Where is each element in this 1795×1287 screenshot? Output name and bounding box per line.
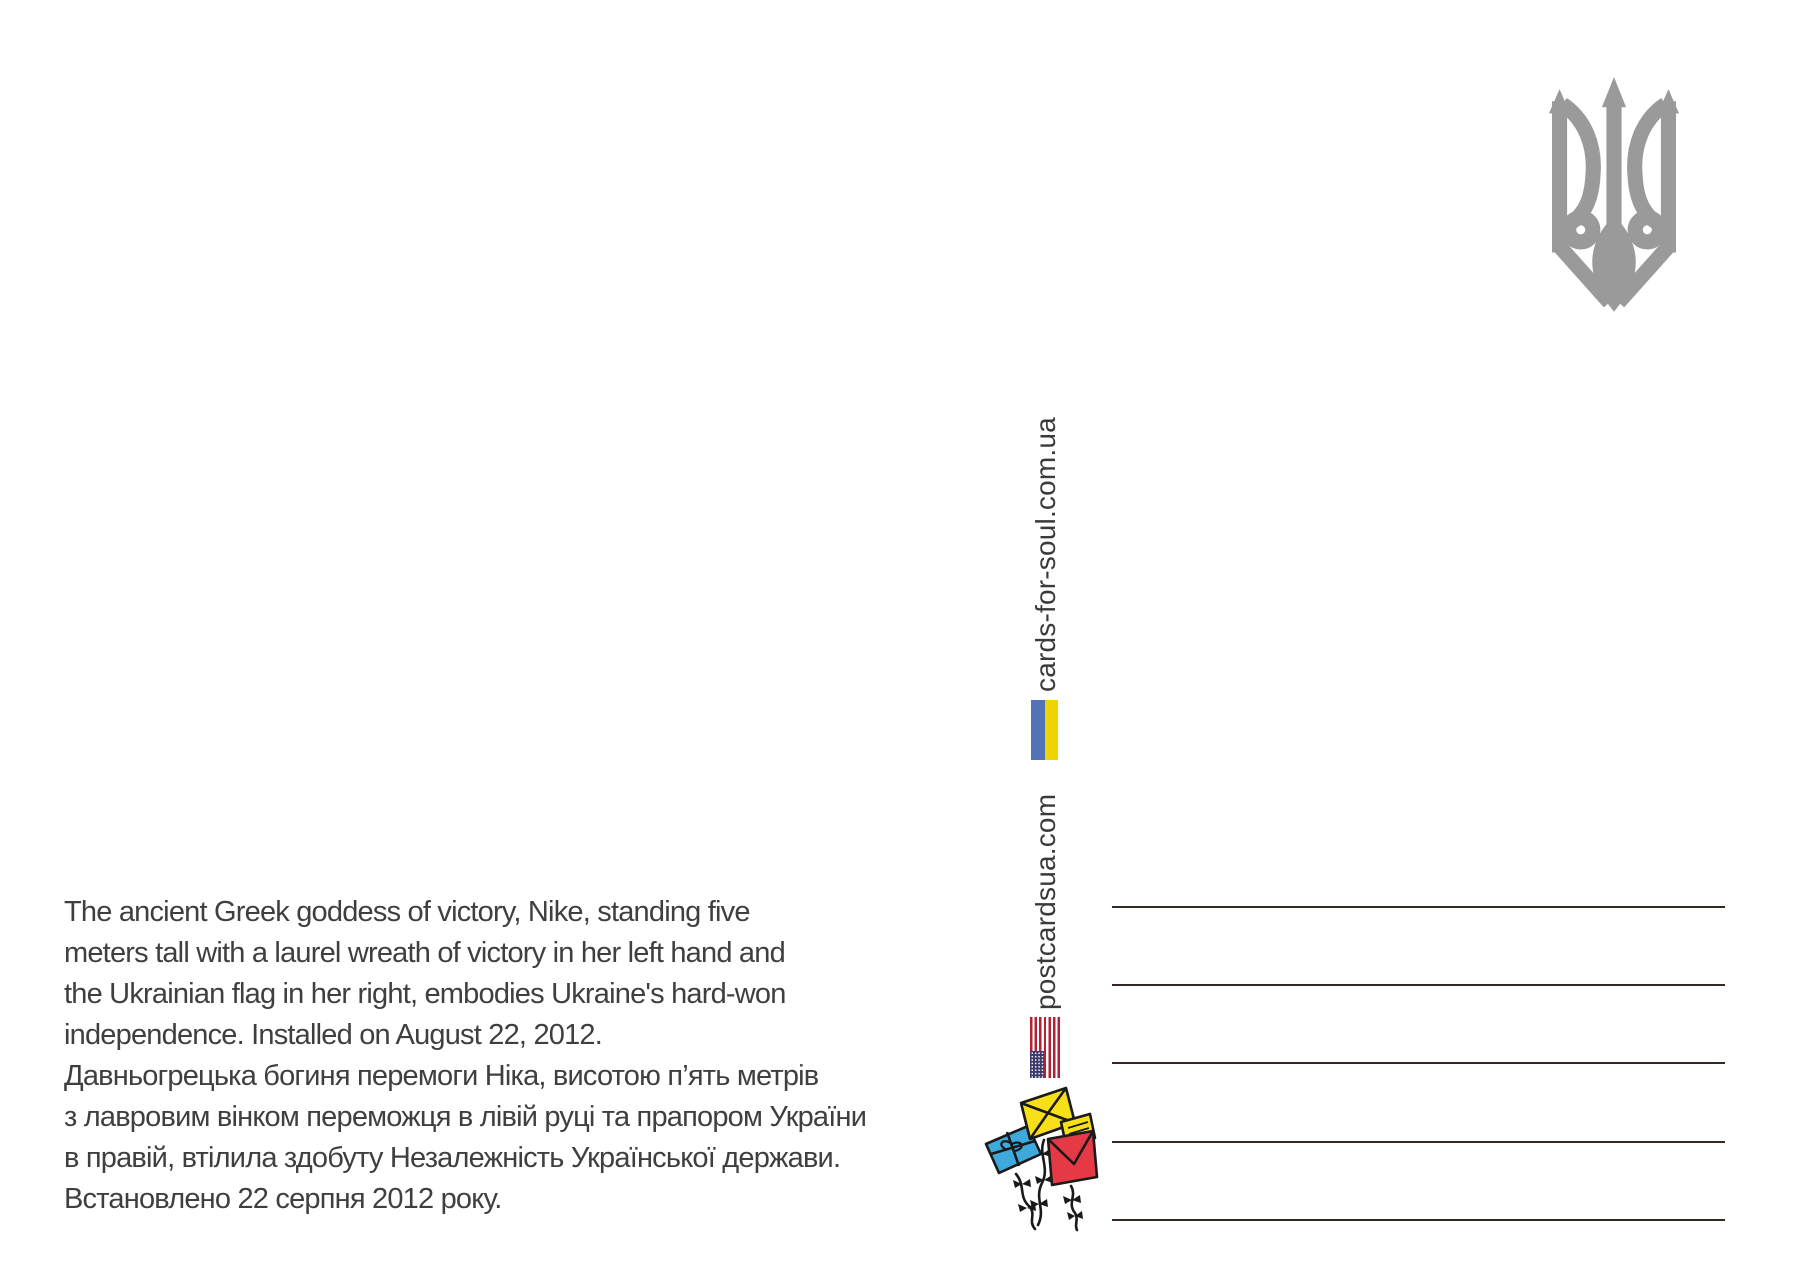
- caption-line-uk: з лавровим вінком переможця в лівій руці…: [64, 1101, 867, 1133]
- caption-text: The ancient Greek goddess of victory, Ni…: [64, 892, 969, 1220]
- address-line: [1112, 906, 1725, 908]
- caption-line-uk: Встановлено 22 серпня 2012 року.: [64, 1183, 502, 1215]
- postcardsua-url: postcardsua.com: [1030, 793, 1061, 1010]
- address-line: [1112, 1219, 1725, 1221]
- cards-for-soul-url: cards-for-soul.com.ua: [1030, 417, 1061, 692]
- usa-flag-canton: [1030, 1051, 1044, 1078]
- envelope-kites-illustration: [984, 1086, 1099, 1232]
- usa-flag-icon: [1030, 1017, 1060, 1078]
- address-line: [1112, 1062, 1725, 1064]
- address-line: [1112, 1141, 1725, 1143]
- caption-line-uk: Давньогрецька богиня перемоги Ніка, висо…: [64, 1060, 819, 1092]
- address-line: [1112, 984, 1725, 986]
- caption-line-en: The ancient Greek goddess of victory, Ni…: [64, 896, 750, 928]
- caption-line-en: independence. Installed on August 22, 20…: [64, 1019, 603, 1051]
- ukraine-flag-icon: [1031, 700, 1058, 760]
- caption-line-uk: в правій, втілила здобуту Незалежність У…: [64, 1142, 841, 1174]
- caption-line-en: meters tall with a laurel wreath of vict…: [64, 937, 786, 969]
- caption-line-en: the Ukrainian flag in her right, embodie…: [64, 978, 786, 1010]
- ukrainian-trident-icon: [1548, 77, 1680, 312]
